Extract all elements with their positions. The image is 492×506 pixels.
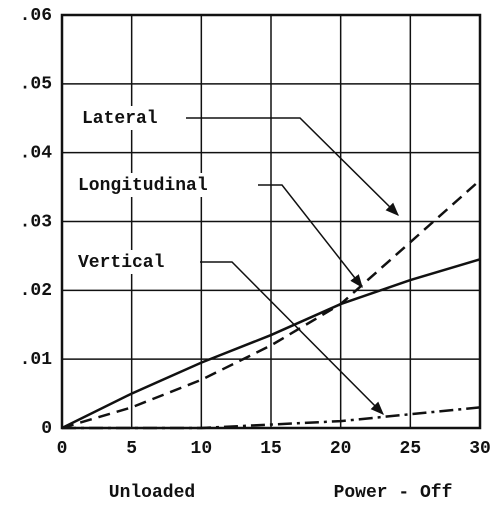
leader-arrow <box>258 184 363 289</box>
label-bg <box>80 106 184 130</box>
series-label: Lateral <box>82 109 158 129</box>
annotation: Unloaded <box>109 483 195 503</box>
x-tick-label: 10 <box>191 439 213 459</box>
x-tick-label: 15 <box>260 439 282 459</box>
y-tick-label: .06 <box>20 6 52 26</box>
label-bg <box>76 173 256 197</box>
series-label: Longitudinal <box>78 176 208 196</box>
x-tick-label: 25 <box>400 439 422 459</box>
y-tick-label: .01 <box>20 350 53 370</box>
x-tick-label: 5 <box>126 439 137 459</box>
leader-lines <box>186 117 399 415</box>
y-tick-label: .03 <box>20 212 52 232</box>
y-tick-label: .02 <box>20 281 52 301</box>
x-tick-label: 30 <box>469 439 491 459</box>
y-tick-label: 0 <box>41 419 52 439</box>
y-tick-label: .04 <box>20 143 53 163</box>
y-tick-label: .05 <box>20 75 52 95</box>
x-tick-label: 20 <box>330 439 352 459</box>
leader-arrow <box>186 117 399 216</box>
leader-arrow <box>200 261 384 415</box>
series-label: Vertical <box>78 253 165 273</box>
plot-frame <box>60 13 482 430</box>
series-line <box>61 179 481 430</box>
series-line <box>61 258 481 430</box>
x-tick-label: 0 <box>57 439 68 459</box>
label-bg <box>76 250 198 274</box>
annotation: Power - Off <box>334 483 453 503</box>
series-line <box>62 406 481 430</box>
